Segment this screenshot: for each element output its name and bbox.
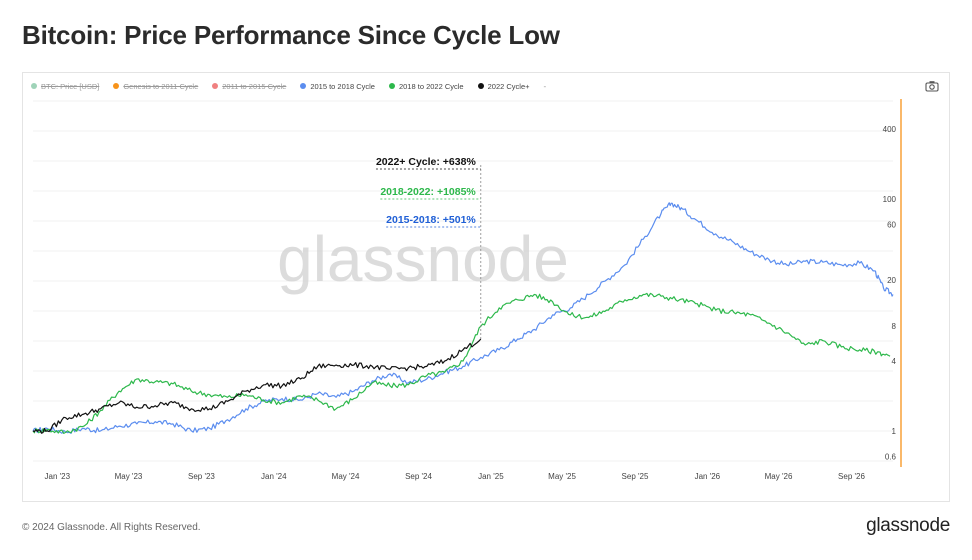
annotation-label: 2015-2018: +501% [386, 214, 476, 226]
legend-item-genesis-2011[interactable]: Genesis to 2011 Cycle [113, 82, 198, 91]
legend-item-2022-cycle[interactable]: 2022 Cycle+ [477, 81, 530, 91]
chart-panel: BTC: Price [USD] Genesis to 2011 Cycle 2… [22, 72, 950, 502]
gridlines [33, 100, 893, 462]
y-tick-label: 20 [887, 276, 896, 285]
y-tick-label: 4 [892, 357, 897, 366]
glassnode-logo: glassnode [866, 515, 950, 536]
series-lines [32, 202, 894, 434]
y-tick-label: 400 [883, 125, 897, 134]
legend-label-genesis-2011: Genesis to 2011 Cycle [123, 81, 199, 91]
x-tick-label: May '23 [115, 472, 143, 481]
legend-label-2015-2018: 2015 to 2018 Cycle [310, 81, 375, 91]
y-tick-label: 1 [892, 427, 897, 436]
copyright-text: © 2024 Glassnode. All Rights Reserved. [22, 522, 201, 533]
legend-item-2015-2018[interactable]: 2015 to 2018 Cycle [300, 82, 375, 91]
x-tick-label: Sep '23 [188, 472, 215, 481]
annotation-label: 2018-2022: +1085% [380, 186, 476, 198]
annotation-label: 2022+ Cycle: +638% [376, 156, 476, 168]
camera-icon[interactable] [925, 79, 939, 92]
y-tick-label: 8 [892, 322, 897, 331]
legend-more[interactable]: - [543, 81, 547, 91]
legend-item-2018-2022[interactable]: 2018 to 2022 Cycle [388, 81, 464, 91]
x-tick-label: May '25 [548, 472, 576, 481]
legend-item-2011-2015[interactable]: 2011 to 2015 Cycle [212, 82, 286, 91]
series-line-2015-to-2018-cycle [32, 202, 894, 434]
legend-label-btc-price: BTC: Price [USD] [41, 81, 100, 91]
legend-swatch-2011-2015 [212, 83, 219, 89]
legend-swatch-2015-2018 [300, 83, 307, 89]
chart-legend: BTC: Price [USD] Genesis to 2011 Cycle 2… [31, 79, 546, 93]
legend-label-2018-2022: 2018 to 2022 Cycle [398, 81, 464, 91]
annotations: 2022+ Cycle: +638% 2018-2022: +1085% 2015-… [375, 156, 482, 340]
x-tick-label: Jan '25 [478, 472, 504, 481]
x-tick-label: Jan '26 [695, 472, 721, 481]
x-tick-label: Sep '24 [405, 472, 432, 481]
legend-label-2011-2015: 2011 to 2015 Cycle [222, 81, 287, 91]
legend-swatch-genesis-2011 [113, 83, 120, 89]
series-line-2018-to-2022-cycle [32, 292, 891, 434]
page-title: Bitcoin: Price Performance Since Cycle L… [22, 20, 560, 50]
y-tick-label: 60 [887, 221, 896, 230]
x-tick-label: Jan '23 [45, 472, 71, 481]
x-tick-label: May '24 [332, 472, 360, 481]
x-tick-label: Jan '24 [261, 472, 287, 481]
x-tick-label: May '26 [765, 472, 793, 481]
legend-swatch-2022-cycle [477, 83, 484, 89]
glassnode-watermark: glassnode [277, 223, 569, 295]
x-tick-label: Sep '25 [622, 472, 649, 481]
x-tick-label: Sep '26 [838, 472, 865, 481]
legend-swatch-2018-2022 [388, 83, 395, 89]
legend-label-2022-cycle: 2022 Cycle+ [487, 81, 530, 91]
series-line-2022-cycle- [32, 338, 482, 434]
axes: Jan '23 May '23 Sep '23 Jan '24 May '24 Sep '… [45, 99, 902, 481]
y-tick-label: 100 [883, 195, 897, 204]
y-tick-label: 0.6 [885, 453, 897, 462]
chart-plot-area: glassnode 2022+ Cycle: +638% 2018-2022: +… [32, 99, 902, 481]
legend-item-btc-price[interactable]: BTC: Price [USD] [31, 82, 99, 91]
legend-swatch-btc-price [31, 83, 37, 89]
